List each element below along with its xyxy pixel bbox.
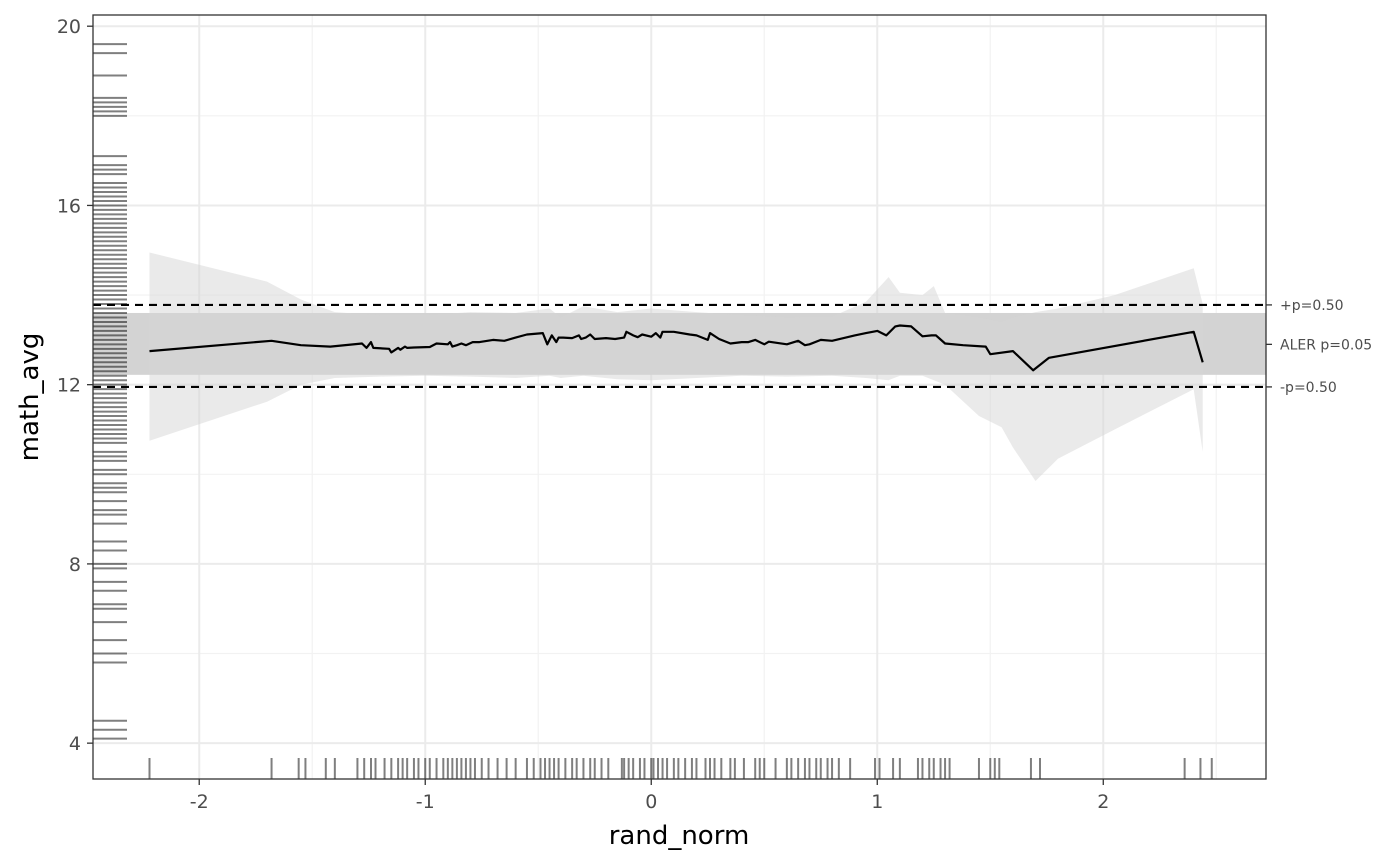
y-tick-label: 16 [57,195,81,217]
annotation-label: +p=0.50 [1280,298,1344,314]
x-tick-label: 0 [645,791,657,813]
x-tick-label: 2 [1097,791,1109,813]
y-tick-label: 8 [69,554,81,576]
y-tick-label: 4 [69,733,81,755]
x-tick-label: -2 [190,791,209,813]
ale-line [149,324,1204,372]
annotation-label: -p=0.50 [1280,380,1337,396]
panel-border [92,14,1267,780]
annotation-label: ALER p=0.05 [1280,337,1372,353]
x-tick-label: 1 [871,791,883,813]
confidence-ribbon [149,252,1203,481]
x-tick-label: -1 [416,791,435,813]
y-tick-label: 20 [57,16,81,38]
y-axis-title: math_avg [15,333,45,462]
y-tick-label: 12 [57,375,81,397]
x-axis-title: rand_norm [609,821,750,851]
